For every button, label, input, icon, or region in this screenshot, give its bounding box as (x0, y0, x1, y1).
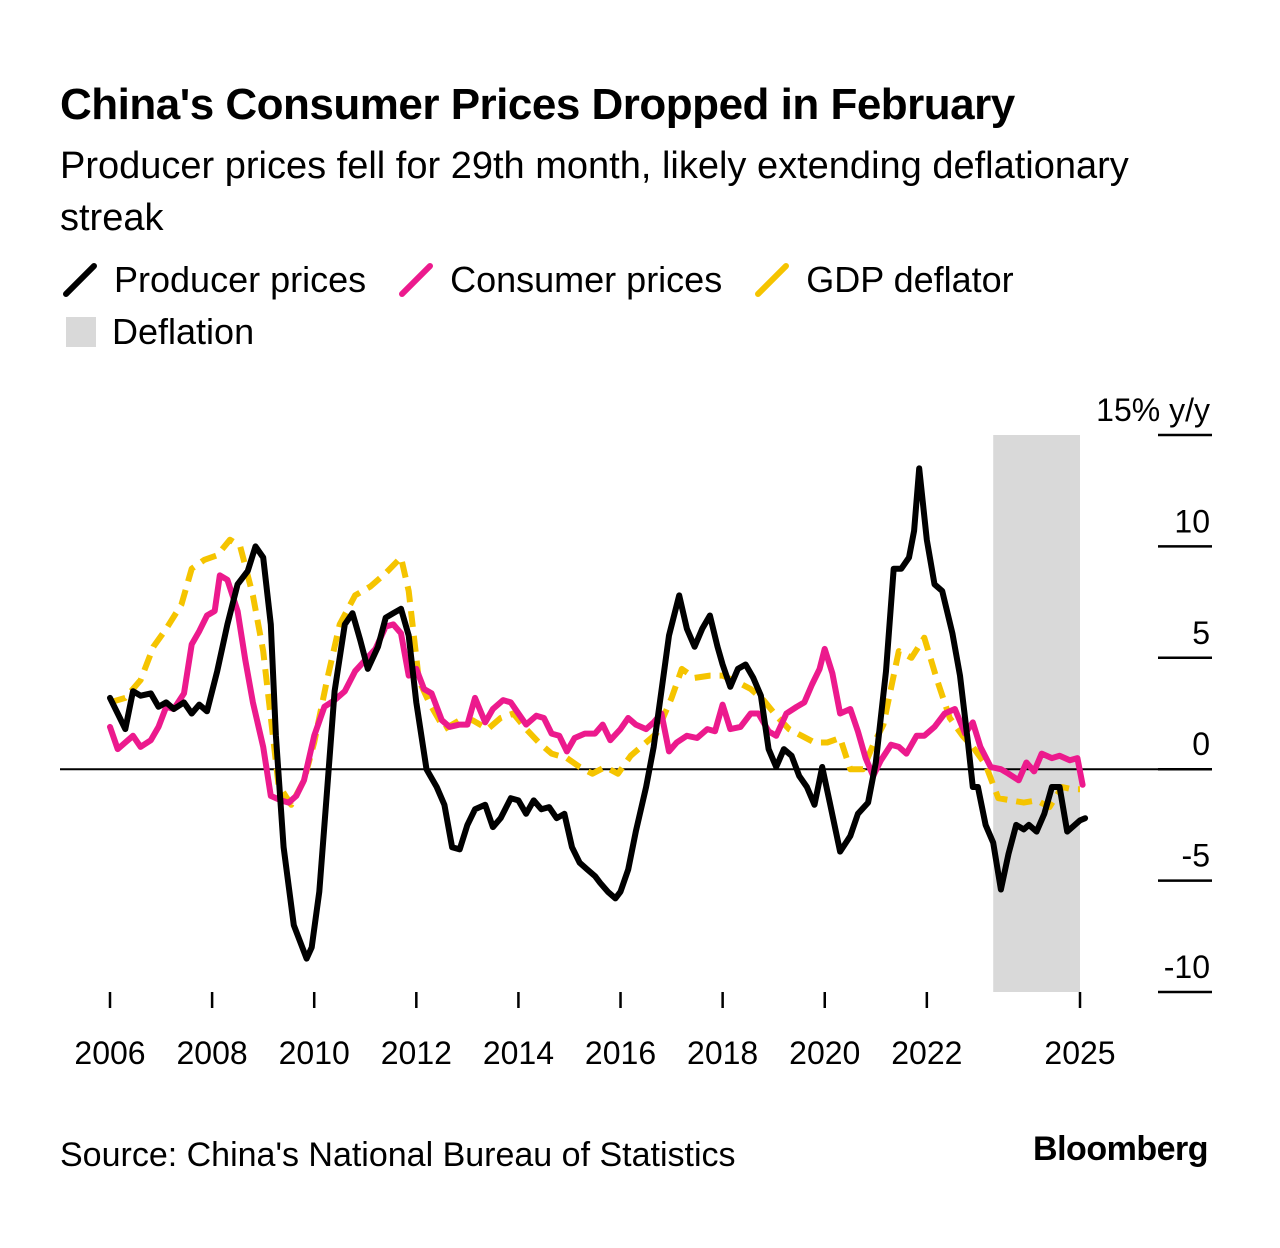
deflation-swatch-icon (66, 317, 96, 347)
legend-item-gdp: GDP deflator (752, 259, 1014, 301)
y-tick-label-1: 10 (1174, 503, 1210, 539)
x-tick-label-1: 2008 (177, 1035, 248, 1071)
x-tick-label-8: 2022 (891, 1035, 962, 1071)
producer-line-swatch-icon (63, 263, 97, 297)
legend-row-lines: Producer prices Consumer prices GDP defl… (60, 256, 1210, 304)
x-tick-label-4: 2014 (483, 1035, 554, 1071)
legend-label-gdp: GDP deflator (806, 259, 1014, 300)
x-tick-label-5: 2016 (585, 1035, 656, 1071)
y-tick-label-2: 5 (1192, 615, 1210, 651)
shade-layer (993, 435, 1080, 992)
y-tick-label-3: 0 (1192, 726, 1210, 762)
legend-label-deflation: Deflation (112, 311, 255, 352)
y-tick-label-0: 15% y/y (1096, 392, 1210, 428)
legend-label-consumer: Consumer prices (450, 259, 723, 300)
y-tick-label-4: -5 (1182, 838, 1210, 874)
gdp-line-swatch-icon (755, 263, 790, 297)
chart-subtitle: Producer prices fell for 29th month, lik… (60, 145, 1129, 239)
legend-item-deflation: Deflation (60, 311, 254, 353)
legend-label-producer: Producer prices (114, 259, 367, 300)
legend: Producer prices Consumer prices GDP defl… (60, 256, 1210, 360)
y-tick-label-5: -10 (1164, 949, 1210, 985)
deflation-shade-0 (993, 435, 1080, 992)
x-tick-label-3: 2012 (381, 1035, 452, 1071)
x-tick-label-9: 2025 (1044, 1035, 1115, 1071)
consumer-line-swatch-icon (399, 263, 434, 297)
legend-item-consumer: Consumer prices (396, 259, 722, 301)
x-axis: 2006 2008 2010 2012 2014 2016 2018 2020 2022 2025 (74, 992, 1116, 1071)
series-line-producer (107, 465, 1089, 962)
x-tick-label-0: 2006 (74, 1035, 145, 1071)
source-note: Source: China's National Bureau of Stati… (60, 1136, 736, 1174)
x-tick-label-2: 2010 (279, 1035, 350, 1071)
y-axis: 15% y/y 10 5 0 -5 -10 (1096, 392, 1212, 994)
series-layer (107, 465, 1089, 962)
legend-item-producer: Producer prices (60, 259, 366, 301)
brand-logo: Bloomberg (1033, 1130, 1208, 1168)
legend-row-shade: Deflation (60, 308, 1210, 356)
x-tick-label-6: 2018 (687, 1035, 758, 1071)
x-tick-label-7: 2020 (789, 1035, 860, 1071)
series-line-consumer (107, 572, 1086, 806)
chart-title: China's Consumer Prices Dropped in Febru… (60, 80, 1015, 129)
line-chart: 15% y/y 10 5 0 -5 -10 2006 2008 2010 2012 2014 201… (60, 392, 1212, 1071)
